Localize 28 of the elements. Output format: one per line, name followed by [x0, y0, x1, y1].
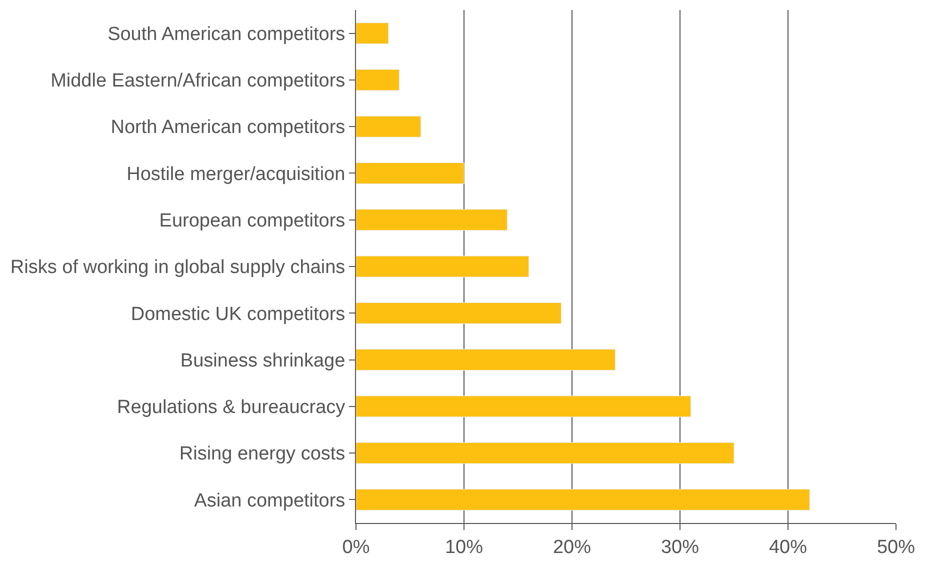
- y-tick-label: South American competitors: [108, 24, 346, 45]
- y-tick-label: Asian competitors: [194, 490, 346, 512]
- y-tick-label: Rising energy costs: [179, 444, 346, 465]
- y-tick-label: European competitors: [159, 210, 346, 232]
- bar: [356, 209, 508, 231]
- x-tick-label: 30%: [660, 536, 700, 558]
- bar: [356, 349, 616, 371]
- bar: [356, 256, 530, 278]
- x-tick-label: 20%: [552, 536, 592, 558]
- y-tick-label: North American competitors: [110, 117, 346, 138]
- bar: [356, 162, 464, 184]
- x-tick-label: 0%: [342, 536, 370, 558]
- x-tick-label: 10%: [444, 536, 484, 558]
- x-tick-label: 50%: [876, 536, 916, 558]
- y-tick-label: Hostile merger/acquisition: [126, 164, 346, 185]
- y-tick-label: Risks of working in global supply chains: [10, 257, 346, 278]
- bar: [356, 69, 400, 91]
- bar: [356, 22, 389, 44]
- y-tick-label: Regulations & bureaucracy: [117, 397, 346, 418]
- y-tick-label: Business shrinkage: [180, 350, 346, 372]
- bar: [356, 488, 810, 510]
- bar: [356, 442, 734, 464]
- bar: [356, 116, 422, 138]
- bar: [356, 396, 692, 418]
- y-tick-label: Middle Eastern/African competitors: [50, 70, 346, 92]
- bar: [356, 302, 562, 324]
- x-tick-label: 40%: [768, 536, 808, 558]
- y-tick-label: Domestic UK competitors: [130, 304, 346, 325]
